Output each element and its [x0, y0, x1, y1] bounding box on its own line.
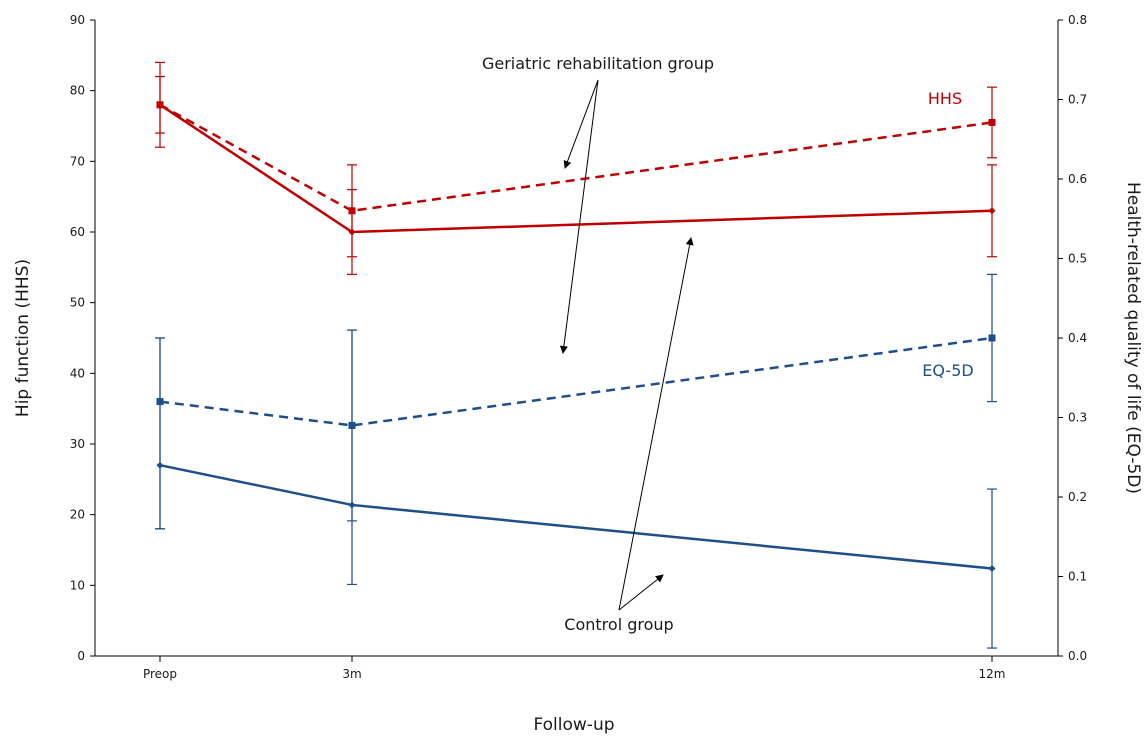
data-point-square — [989, 119, 996, 126]
left-tick-label: 10 — [70, 578, 85, 592]
left-tick-label: 50 — [70, 296, 85, 310]
left-tick-label: 70 — [70, 154, 85, 168]
x-tick-label: 12m — [979, 667, 1006, 681]
series-eq5d-geriatric — [155, 274, 997, 584]
y-axis-left-title: Hip function (HHS) — [13, 259, 33, 417]
right-tick-label: 0.6 — [1068, 172, 1087, 186]
left-tick-label: 30 — [70, 437, 85, 451]
series-hhs-control — [155, 77, 997, 275]
series-layer — [155, 62, 997, 648]
arrow-control-to-eq5d — [619, 575, 663, 610]
left-y-axis-ticks: 0 10 20 30 40 50 60 70 80 90 — [70, 13, 95, 663]
right-tick-label: 0.3 — [1068, 411, 1087, 425]
series-hhs-geriatric — [155, 62, 997, 256]
annotations: Geriatric rehabilitation group Control g… — [482, 54, 714, 634]
left-tick-label: 90 — [70, 13, 85, 27]
left-tick-label: 40 — [70, 366, 85, 380]
annotation-control-group: Control group — [564, 615, 673, 634]
data-point-diamond — [157, 462, 164, 469]
left-tick-label: 80 — [70, 84, 85, 98]
series-eq5d-control — [155, 330, 997, 648]
x-tick-label: 3m — [342, 667, 361, 681]
left-tick-label: 20 — [70, 508, 85, 522]
x-axis-ticks: Preop 3m 12m — [143, 656, 1006, 681]
data-point-diamond — [989, 207, 996, 214]
annotation-geriatric-rehabilitation-group: Geriatric rehabilitation group — [482, 54, 714, 73]
series-label-eq5d: EQ-5D — [922, 361, 973, 380]
left-tick-label: 60 — [70, 225, 85, 239]
series-line — [160, 105, 992, 232]
x-axis-title: Follow-up — [533, 715, 614, 735]
arrow-geriatric-to-hhs — [565, 80, 598, 168]
x-tick-label: Preop — [143, 667, 177, 681]
right-tick-label: 0.0 — [1068, 649, 1087, 663]
arrow-geriatric-to-eq5d — [563, 80, 598, 353]
right-tick-label: 0.1 — [1068, 570, 1087, 584]
series-line — [160, 465, 992, 568]
series-line — [160, 105, 992, 211]
arrow-control-to-hhs — [619, 238, 691, 610]
data-point-diamond — [349, 501, 356, 508]
right-tick-label: 0.4 — [1068, 331, 1087, 345]
right-y-axis-ticks: 0.0 0.1 0.2 0.3 0.4 0.5 0.6 0.7 0.8 — [1058, 13, 1087, 663]
right-tick-label: 0.8 — [1068, 13, 1087, 27]
right-tick-label: 0.2 — [1068, 490, 1087, 504]
series-label-hhs: HHS — [928, 89, 962, 108]
series-line — [160, 338, 992, 425]
data-point-square — [989, 335, 996, 342]
y-axis-right-title: Health-related quality of life (EQ-5D) — [1123, 182, 1143, 494]
left-tick-label: 0 — [77, 649, 85, 663]
data-point-diamond — [989, 565, 996, 572]
right-tick-label: 0.5 — [1068, 252, 1087, 266]
right-tick-label: 0.7 — [1068, 93, 1087, 107]
